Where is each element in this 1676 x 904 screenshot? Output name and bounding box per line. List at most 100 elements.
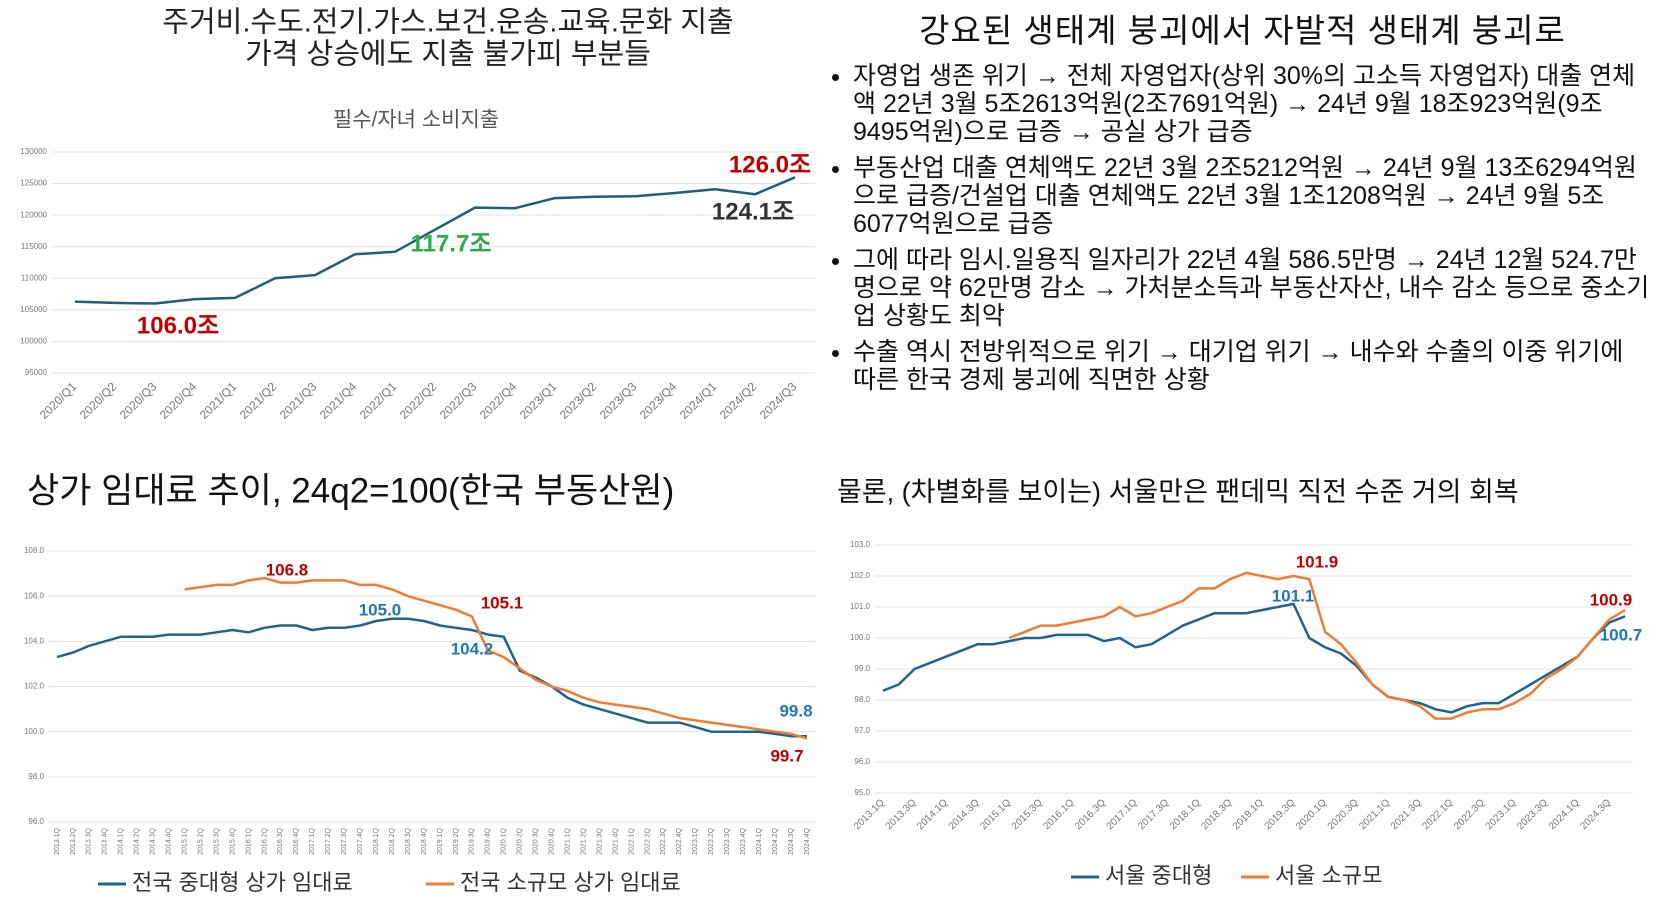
x-tick-label: 2017.3Q (1136, 797, 1171, 832)
x-tick-label: 2022.4Q (676, 827, 683, 854)
y-tick-label: 98.0 (854, 695, 870, 704)
x-tick-label: 2016.1Q (245, 827, 252, 854)
x-tick-label: 2022/Q3 (437, 379, 480, 422)
x-tick-label: 2017.1Q (309, 827, 316, 854)
x-tick-label: 2019.1Q (437, 827, 444, 854)
x-tick-label: 2021/Q1 (197, 379, 240, 422)
line-series (184, 576, 808, 740)
x-tick-label: 2022/Q4 (477, 379, 520, 422)
x-tick-label: 2013.1Q (852, 797, 887, 832)
y-tick-label: 100.0 (24, 727, 45, 736)
legend-label: 서울 소규모 (1275, 863, 1382, 888)
x-tick-label: 2022.3Q (1452, 797, 1487, 832)
x-tick-label: 2022/Q1 (357, 379, 400, 422)
x-tick-label: 2015.4Q (229, 827, 236, 854)
x-tick-label: 2021.3Q (596, 827, 603, 854)
x-tick-label: 2023/Q3 (597, 379, 640, 422)
x-tick-label: 2015.1Q (978, 797, 1013, 832)
y-tick-label: 98.0 (28, 772, 44, 781)
y-tick-label: 120000 (20, 210, 47, 219)
annotation: 126.0조 (729, 151, 811, 178)
x-tick-label: 2023/Q2 (557, 379, 600, 422)
x-tick-label: 2024.3Q (1578, 797, 1613, 832)
x-tick-label: 2016.1Q (1041, 797, 1076, 832)
x-tick-label: 2023.3Q (1515, 797, 1550, 832)
line-series (882, 602, 1626, 714)
x-tick-label: 2017.4Q (357, 827, 364, 854)
x-tick-label: 2023/Q1 (517, 379, 560, 422)
annotation: 117.7조 (411, 230, 492, 257)
y-tick-label: 102.0 (24, 682, 45, 691)
x-tick-label: 2014.3Q (150, 827, 157, 854)
x-tick-label: 2023.4Q (740, 827, 747, 854)
legend-label: 전국 중대형 상가 임대료 (132, 870, 353, 895)
x-tick-label: 2016.2Q (261, 827, 268, 854)
x-tick-label: 2019.3Q (469, 827, 476, 854)
x-tick-label: 2023.1Q (692, 827, 699, 854)
x-tick-label: 2021.2Q (580, 827, 587, 854)
x-tick-label: 2013.3Q (884, 797, 919, 832)
y-tick-label: 125000 (20, 179, 47, 188)
bullet: 수출 역시 전방위적으로 위기 → 대기업 위기 → 내수와 수출의 이중 위기… (853, 338, 1650, 394)
annotation: 101.1 (1272, 586, 1315, 605)
x-tick-label: 2021/Q4 (317, 379, 360, 422)
y-tick-label: 101.0 (850, 602, 871, 611)
x-tick-label: 2018.3Q (405, 827, 412, 854)
y-tick-label: 105000 (20, 305, 47, 314)
x-tick-label: 2015.2Q (197, 827, 204, 854)
annotation: 106.0조 (137, 312, 219, 339)
x-tick-label: 2015.3Q (213, 827, 220, 854)
annotation: 101.9 (1296, 552, 1339, 571)
y-tick-label: 99.0 (854, 664, 870, 673)
x-tick-label: 2021.1Q (1357, 797, 1392, 832)
x-tick-label: 2021.1Q (564, 827, 571, 854)
annotation: 99.7 (770, 746, 803, 765)
x-tick-label: 2024/Q3 (757, 379, 800, 422)
x-tick-label: 2024/Q1 (677, 379, 720, 422)
x-tick-label: 2020/Q2 (77, 379, 120, 422)
x-tick-label: 2024.2Q (772, 827, 779, 854)
x-tick-label: 2020.1Q (501, 827, 508, 854)
x-tick-label: 2020/Q1 (37, 379, 80, 422)
annotation: 105.1 (481, 593, 524, 612)
x-tick-label: 2014.4Q (166, 827, 173, 854)
x-tick-label: 2022.3Q (660, 827, 667, 854)
panel-title: 강요된 생태계 붕괴에서 자발적 생태계 붕괴로 (919, 12, 1566, 49)
x-tick-label: 2016.3Q (1073, 797, 1108, 832)
bullet: 그에 따라 임시.일용직 일자리가 22년 4월 586.5만명 → 24년 1… (853, 246, 1650, 330)
x-tick-label: 2014.2Q (134, 827, 141, 854)
y-tick-label: 110000 (21, 273, 48, 282)
slide-heading: 주거비.수도.전기.가스.보건.운송.교육.문화 지출 (162, 6, 733, 39)
x-tick-label: 2014.1Q (915, 797, 950, 832)
y-tick-label: 97.0 (854, 726, 870, 735)
x-tick-label: 2017.1Q (1105, 797, 1140, 832)
x-tick-label: 2013.1Q (54, 827, 61, 854)
x-tick-label: 2019.3Q (1263, 797, 1298, 832)
y-tick-label: 95000 (25, 368, 48, 377)
chart-title: 필수/자녀 소비지출 (333, 109, 499, 132)
bullet: 자영업 생존 위기 → 전체 자영업자(상위 30%의 고소득 자영업자) 대출… (853, 62, 1650, 146)
x-tick-label: 2018.1Q (373, 827, 380, 854)
x-tick-label: 2020.1Q (1294, 797, 1329, 832)
x-tick-label: 2022.1Q (1420, 797, 1455, 832)
x-tick-label: 2023/Q4 (637, 379, 680, 422)
x-tick-label: 2015.3Q (1010, 797, 1045, 832)
x-tick-label: 2017.3Q (341, 827, 348, 854)
x-tick-label: 2020.4Q (549, 827, 556, 854)
y-tick-label: 130000 (20, 147, 47, 156)
x-tick-label: 2013.3Q (86, 827, 93, 854)
x-tick-label: 2013.2Q (70, 827, 77, 854)
x-tick-label: 2018.3Q (1199, 797, 1234, 832)
bullet: 부동산업 대출 연체액도 22년 3월 2조5212억원 → 24년 9월 13… (853, 154, 1650, 238)
x-tick-label: 2024.3Q (788, 827, 795, 854)
annotation: 104.2 (451, 639, 494, 658)
x-tick-label: 2021/Q2 (237, 379, 280, 422)
x-tick-label: 2020.3Q (1326, 797, 1361, 832)
annotation: 99.8 (779, 701, 812, 720)
x-tick-label: 2020.3Q (533, 827, 540, 854)
annotation: 105.0 (359, 600, 402, 619)
y-tick-label: 102.0 (850, 571, 871, 580)
chart-title: 상가 임대료 추이, 24q2=100(한국 부동산원) (27, 471, 674, 510)
x-tick-label: 2020/Q4 (157, 379, 200, 422)
x-tick-label: 2020/Q3 (117, 379, 160, 422)
